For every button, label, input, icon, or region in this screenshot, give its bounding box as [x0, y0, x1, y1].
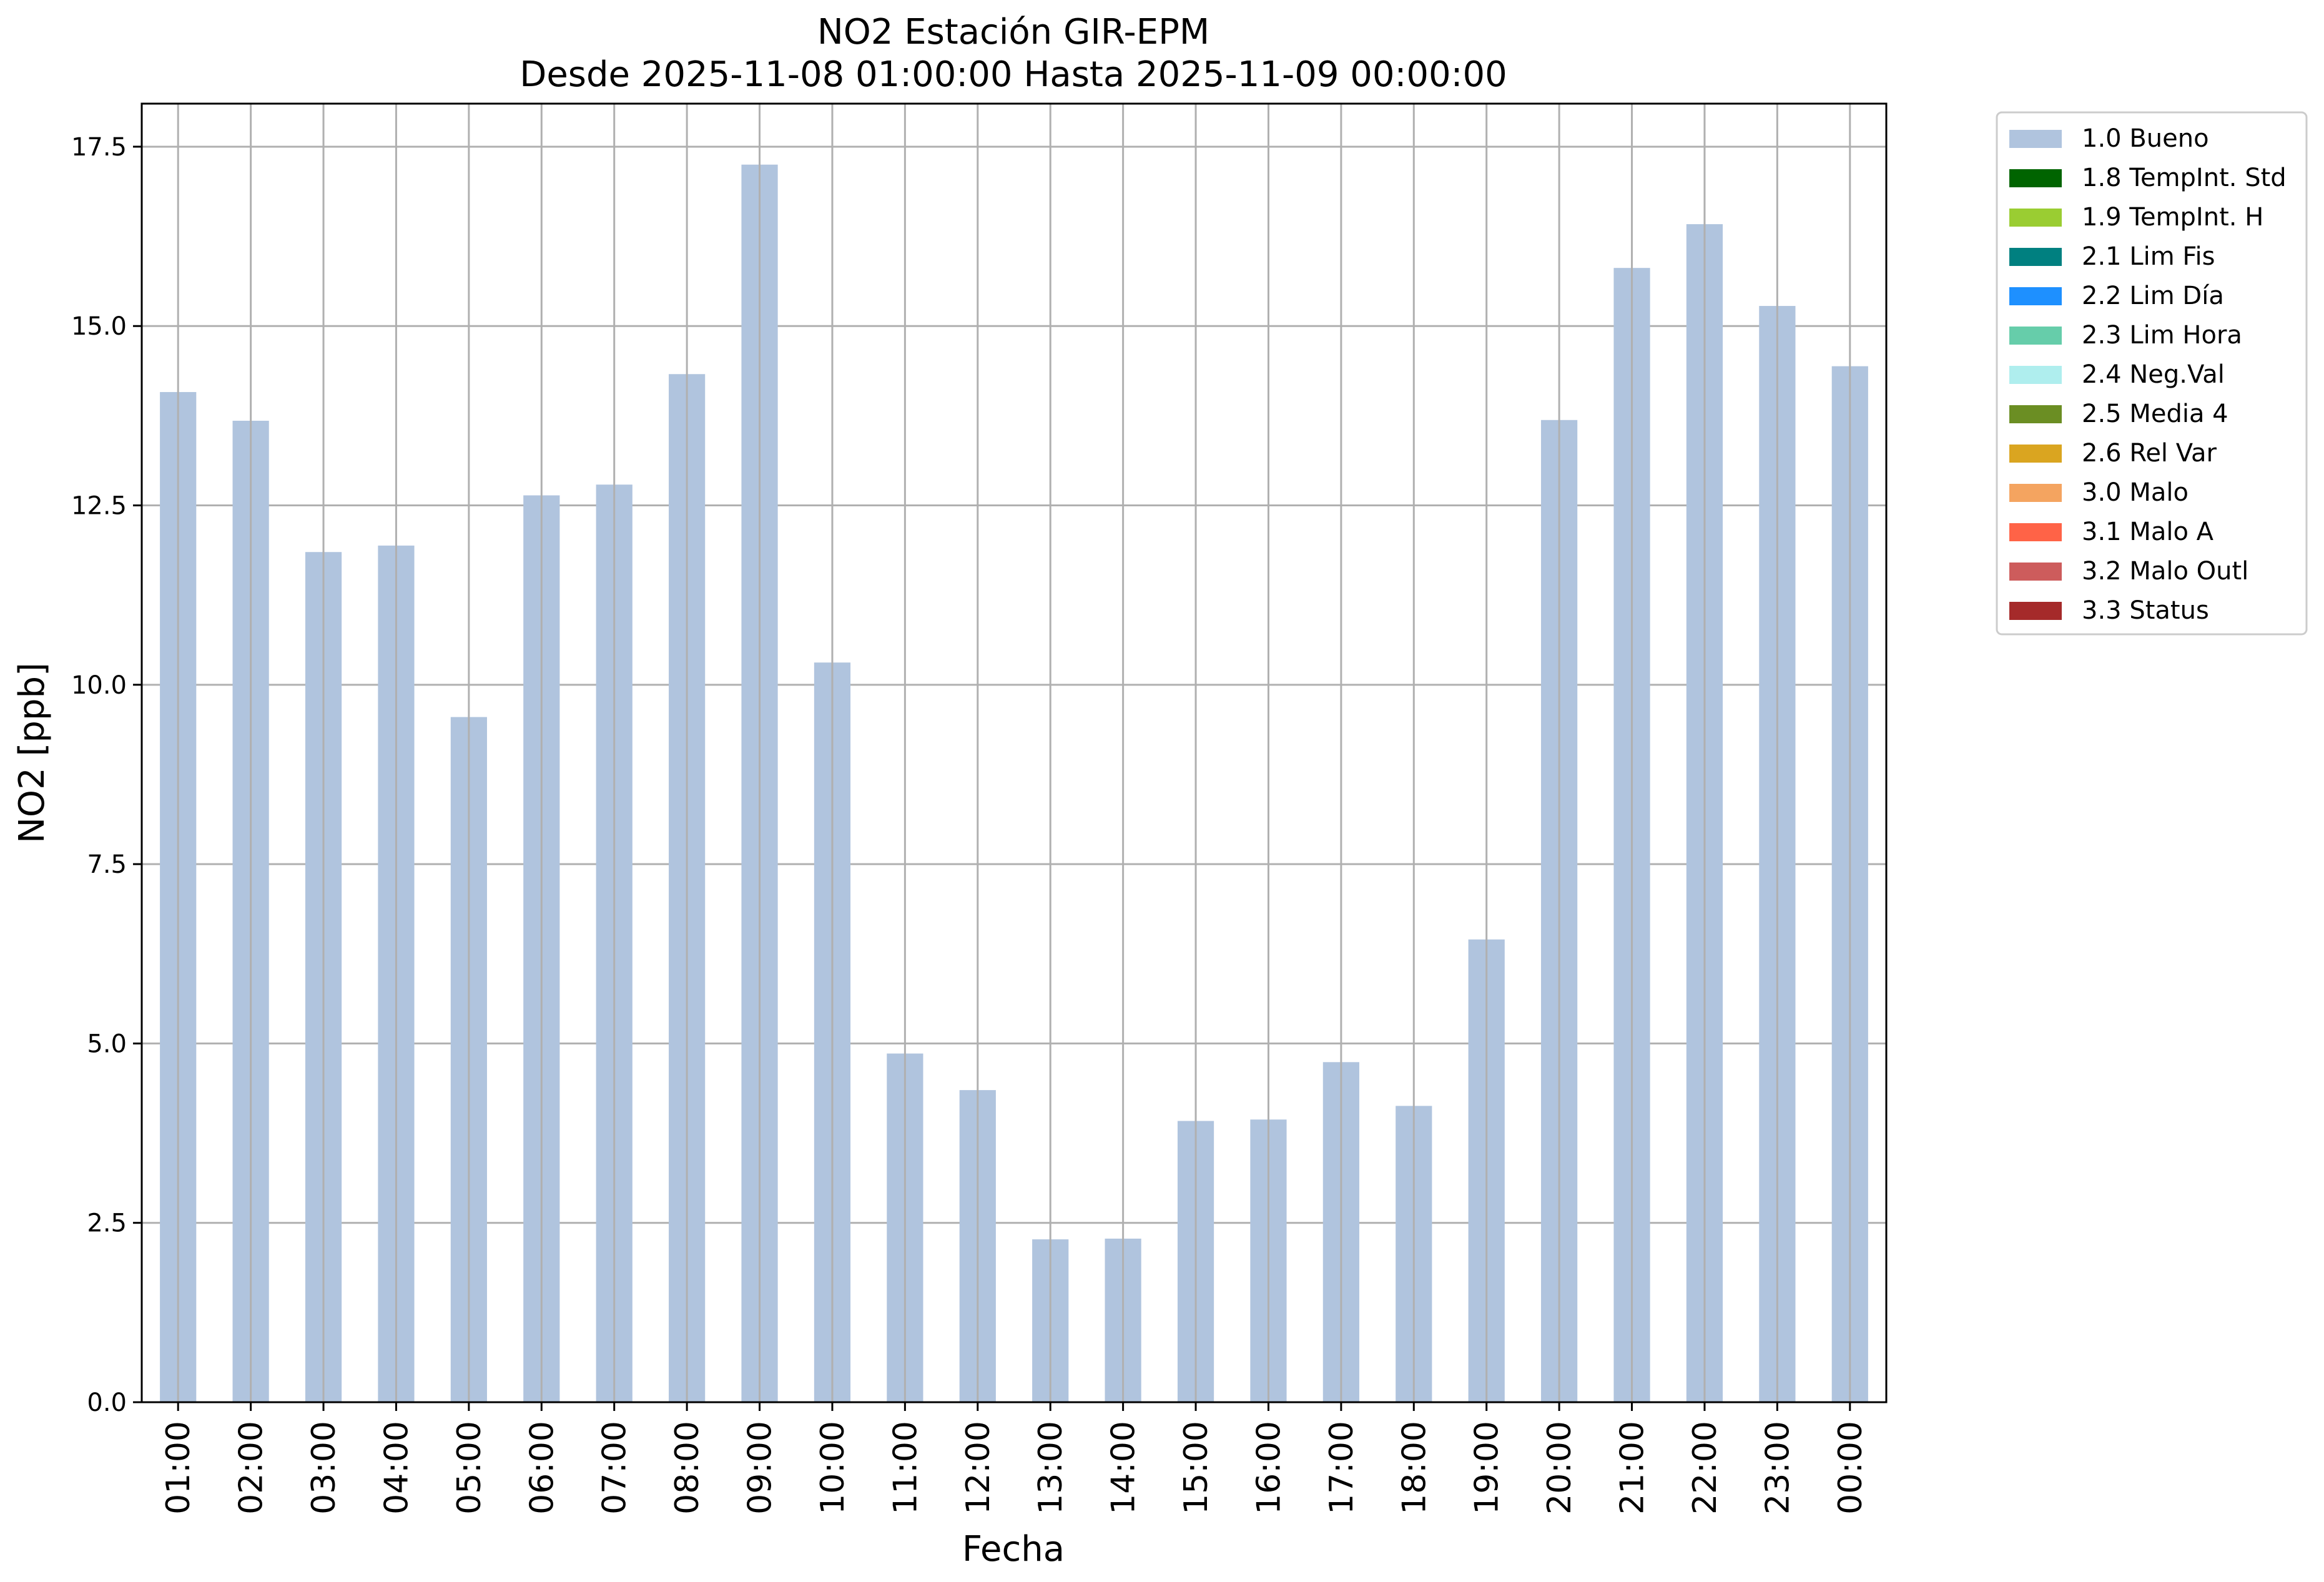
- legend-label: 3.1 Malo A: [2082, 518, 2214, 546]
- vertical-grid: [177, 104, 1851, 1402]
- legend-swatch: [2009, 248, 2062, 266]
- x-tick-label: 09:00: [742, 1421, 779, 1515]
- legend-label: 2.4 Neg.Val: [2082, 360, 2225, 389]
- bars: [160, 164, 1868, 1403]
- chart-title: NO2 Estación GIR-EPM: [817, 12, 1209, 52]
- legend-swatch: [2009, 327, 2062, 345]
- legend-swatch: [2009, 405, 2062, 423]
- y-tick-label: 17.5: [71, 133, 127, 162]
- x-tick-label: 13:00: [1032, 1421, 1070, 1515]
- x-tick-label: 17:00: [1323, 1421, 1361, 1515]
- x-tick-label: 19:00: [1469, 1421, 1506, 1515]
- legend-swatch: [2009, 366, 2062, 384]
- legend-label: 2.3 Lim Hora: [2082, 321, 2242, 350]
- x-tick-label: 22:00: [1686, 1421, 1724, 1515]
- x-tick-label: 20:00: [1541, 1421, 1578, 1515]
- legend-frame: [1996, 111, 2308, 636]
- x-axis-label: Fecha: [962, 1529, 1065, 1570]
- x-tick-label: 08:00: [669, 1421, 706, 1515]
- plot-area: [140, 102, 1888, 1403]
- legend-swatch: [2009, 602, 2062, 620]
- legend-swatch: [2009, 130, 2062, 148]
- x-tick-label: 14:00: [1105, 1421, 1143, 1515]
- grid: [142, 145, 1886, 1403]
- legend-label: 3.3 Status: [2082, 596, 2209, 625]
- legend-swatch: [2009, 287, 2062, 305]
- x-tick-label: 00:00: [1832, 1421, 1869, 1515]
- legend-label: 2.5 Media 4: [2082, 400, 2228, 428]
- x-tick-label: 06:00: [523, 1421, 561, 1515]
- legend-swatch: [2009, 563, 2062, 581]
- x-tick-label: 07:00: [596, 1421, 634, 1515]
- legend-swatch: [2009, 169, 2062, 187]
- legend-label: 1.0 Bueno: [2082, 124, 2209, 153]
- legend-label: 1.8 TempInt. Std: [2082, 164, 2287, 192]
- legend-label: 1.9 TempInt. H: [2082, 203, 2263, 232]
- x-axis-ticks: 01:00 02:00 03:00 04:00 05:00 06:00 07:00 08:00…: [160, 1402, 1869, 1515]
- x-tick-label: 23:00: [1759, 1421, 1796, 1515]
- x-tick-label: 10:00: [814, 1421, 852, 1515]
- legend: 1.0 Bueno 1.8 TempInt. Std 1.9 TempInt. H 2…: [1996, 111, 2308, 636]
- x-tick-label: 05:00: [451, 1421, 488, 1515]
- legend-swatch: [2009, 523, 2062, 541]
- y-tick-label: 15.0: [71, 312, 127, 341]
- y-tick-label: 0.0: [87, 1388, 127, 1417]
- legend-label: 3.2 Malo Outl: [2082, 557, 2248, 586]
- y-tick-label: 5.0: [87, 1029, 127, 1058]
- y-axis-label: NO2 [ppb]: [12, 662, 52, 843]
- x-tick-label: 21:00: [1614, 1421, 1652, 1515]
- legend-swatch: [2009, 445, 2062, 463]
- x-tick-label: 12:00: [960, 1421, 997, 1515]
- legend-label: 3.0 Malo: [2082, 478, 2189, 507]
- x-tick-label: 16:00: [1250, 1421, 1288, 1515]
- y-axis-ticks: 0.0 2.5 5.0 7.5 10.0 12.5 15.0 17.5: [71, 133, 142, 1417]
- x-tick-label: 11:00: [887, 1421, 924, 1515]
- x-tick-label: 04:00: [378, 1421, 415, 1515]
- x-tick-label: 15:00: [1178, 1421, 1215, 1515]
- x-tick-label: 02:00: [233, 1421, 270, 1515]
- y-tick-label: 10.0: [71, 671, 127, 700]
- x-tick-label: 03:00: [305, 1421, 343, 1515]
- legend-swatch: [2009, 484, 2062, 502]
- y-tick-label: 12.5: [71, 492, 127, 521]
- legend-label: 2.2 Lim Día: [2082, 282, 2224, 310]
- x-tick-label: 01:00: [160, 1421, 197, 1515]
- x-tick-label: 18:00: [1396, 1421, 1433, 1515]
- y-tick-label: 7.5: [87, 850, 127, 879]
- legend-label: 2.1 Lim Fis: [2082, 242, 2215, 271]
- legend-swatch: [2009, 209, 2062, 227]
- y-tick-label: 2.5: [87, 1209, 127, 1238]
- chart-subtitle: Desde 2025-11-08 01:00:00 Hasta 2025-11-…: [519, 54, 1507, 95]
- legend-label: 2.6 Rel Var: [2082, 439, 2217, 468]
